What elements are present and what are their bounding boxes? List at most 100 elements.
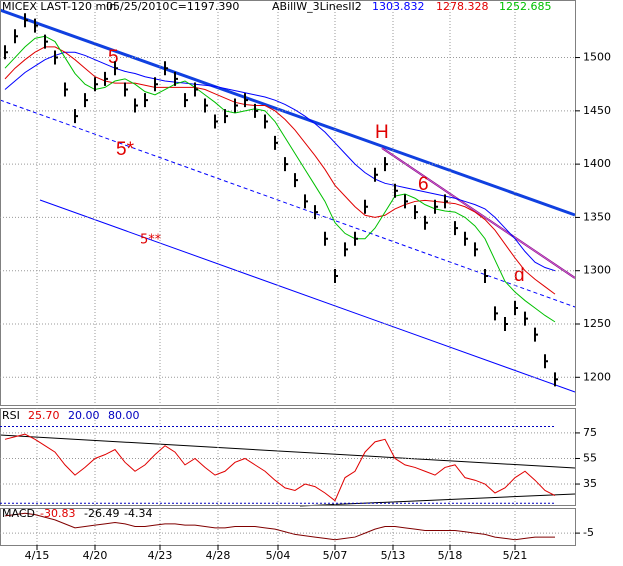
price-bar	[404, 194, 408, 209]
price-bar	[284, 157, 288, 172]
price-bar	[154, 77, 158, 92]
y-tick-label: 1450	[583, 104, 611, 117]
price-bar	[274, 135, 278, 150]
price-bar	[314, 205, 318, 220]
price-bar	[534, 327, 538, 342]
channel-line	[0, 99, 576, 308]
price-bar	[234, 98, 238, 113]
series-line	[4, 433, 556, 502]
header-text: -30.83	[40, 507, 75, 520]
price-bar	[164, 61, 168, 76]
header-text: 80.00	[108, 409, 140, 422]
header-text: -4.34	[124, 507, 152, 520]
y-tick-label: 75	[583, 426, 597, 439]
header-text: RSI	[2, 409, 20, 422]
price-bar	[354, 231, 358, 246]
price-bar	[454, 221, 458, 236]
price-bar	[334, 269, 338, 284]
y-tick-label: 1300	[583, 264, 611, 277]
series-line	[4, 512, 555, 541]
price-bar	[184, 93, 188, 108]
y-tick-label: 35	[583, 477, 597, 490]
annotation: 5**	[140, 233, 162, 248]
trendline	[0, 8, 576, 217]
header-text: MICEX LAST-120 min	[2, 0, 116, 13]
series-line	[4, 51, 556, 272]
price-bar	[174, 71, 178, 86]
ma-label: 1252.685	[499, 0, 552, 13]
annotation: d	[514, 265, 525, 286]
price-bar	[144, 93, 148, 108]
price-bar	[194, 82, 198, 97]
annotation: 5	[108, 47, 119, 68]
header-text: MACD	[2, 507, 35, 520]
x-tick-label: 5/04	[266, 549, 291, 562]
y-tick-label: -5	[583, 526, 594, 539]
price-bar	[14, 29, 18, 44]
price-bar	[84, 93, 88, 108]
ma-label: 1278.328	[436, 0, 489, 13]
price-bar	[484, 269, 488, 284]
panel-frame	[0, 408, 576, 506]
price-bar	[494, 306, 498, 321]
price-bar	[134, 98, 138, 113]
rsi-trendline	[0, 434, 576, 469]
price-bar	[304, 194, 308, 209]
panel-frame	[0, 0, 576, 406]
price-bar	[204, 98, 208, 113]
panel-frame	[0, 508, 576, 546]
price-bar	[104, 71, 108, 86]
x-tick-label: 4/20	[83, 549, 108, 562]
annotation: 5*	[116, 139, 135, 160]
header-text: 05/25/2010	[106, 0, 169, 13]
y-tick-label: 1400	[583, 157, 611, 170]
price-bar	[414, 205, 418, 220]
price-bar	[64, 82, 68, 97]
price-bar	[254, 103, 258, 118]
ma-label: 1303.832	[372, 0, 425, 13]
x-tick-label: 4/28	[206, 549, 231, 562]
price-bar	[4, 45, 8, 60]
x-tick-label: 4/15	[25, 549, 50, 562]
price-bar	[464, 231, 468, 246]
y-tick-label: 1500	[583, 51, 611, 64]
x-tick-label: 5/21	[503, 549, 528, 562]
series-line	[4, 35, 556, 323]
header-text: -26.49	[84, 507, 119, 520]
price-bar	[124, 82, 128, 97]
price-bar	[244, 93, 248, 108]
price-bar	[444, 194, 448, 209]
price-bar	[504, 317, 508, 331]
price-bar	[364, 199, 368, 214]
price-bar	[524, 311, 528, 326]
price-bar	[434, 199, 438, 214]
price-bar	[374, 167, 378, 182]
price-bar	[24, 13, 28, 28]
y-tick-label: 1350	[583, 210, 611, 223]
x-tick-label: 4/23	[148, 549, 173, 562]
price-bar	[214, 114, 218, 129]
price-bar	[544, 354, 548, 369]
header-text: 20.00	[68, 409, 100, 422]
price-bar	[34, 18, 38, 33]
x-tick-label: 5/07	[323, 549, 348, 562]
price-bar	[114, 61, 118, 76]
series-line	[4, 46, 556, 295]
x-tick-label: 5/18	[438, 549, 463, 562]
rsi-trendline	[299, 493, 576, 507]
header-text: ABillW_3LinesII2	[272, 0, 362, 13]
price-bar	[74, 109, 78, 124]
price-bar	[44, 34, 48, 49]
price-bar	[554, 372, 558, 387]
price-bar	[384, 157, 388, 172]
channel-line	[39, 199, 576, 393]
price-bar	[264, 114, 268, 129]
annotation: 6	[418, 174, 429, 195]
header-text: C=1197.390	[170, 0, 239, 13]
x-tick-label: 5/13	[381, 549, 406, 562]
trendline	[381, 147, 576, 279]
annotation: H	[375, 122, 389, 143]
price-bar	[394, 183, 398, 198]
